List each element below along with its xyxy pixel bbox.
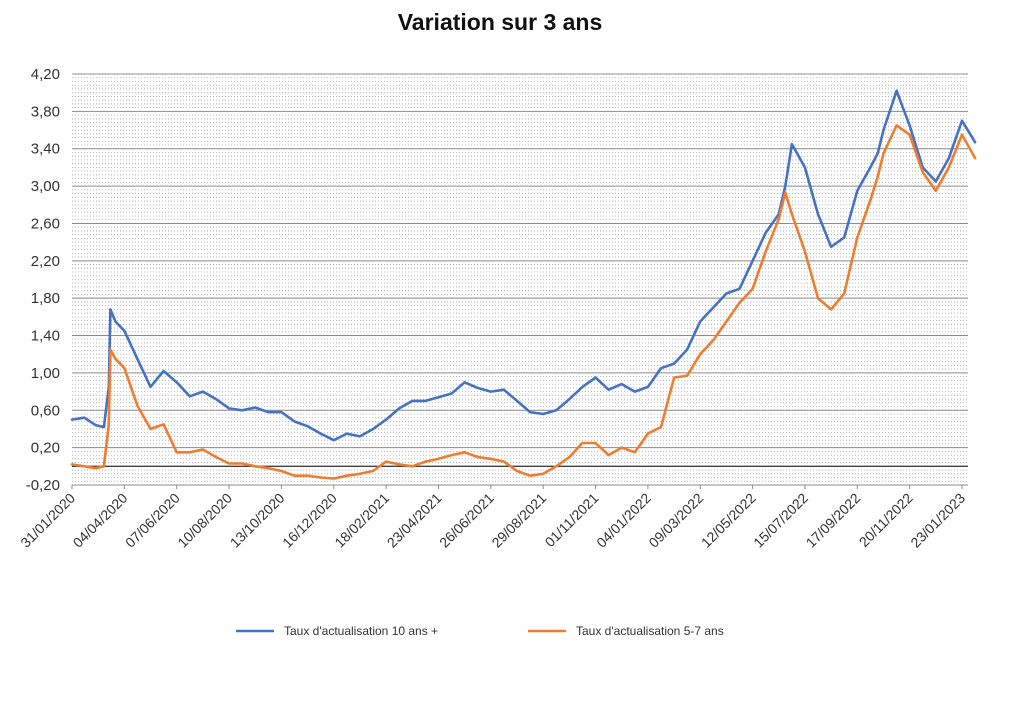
- x-tick-label: 13/10/2020: [227, 490, 288, 551]
- x-tick-label: 04/04/2020: [70, 490, 131, 551]
- series-lines: [70, 89, 977, 480]
- x-tick-label: 07/06/2020: [122, 490, 183, 551]
- y-tick-label: -0,20: [26, 477, 60, 494]
- series-line-10-ans: [70, 89, 977, 442]
- x-tick-label: 29/08/2021: [488, 490, 549, 551]
- y-tick-label: 1,40: [31, 328, 60, 345]
- x-tick-label: 23/04/2021: [384, 490, 445, 551]
- legend: Taux d'actualisation 10 ans + Taux d'actu…: [236, 624, 724, 638]
- y-tick-label: 1,00: [31, 365, 60, 382]
- minor-gridlines: [72, 73, 968, 486]
- x-tick-label: 26/06/2021: [436, 490, 497, 551]
- y-tick-label: 3,00: [31, 178, 60, 195]
- x-tick-label: 20/11/2022: [856, 490, 916, 550]
- x-tick-label: 01/11/2021: [542, 490, 602, 550]
- x-tick-label: 23/01/2023: [907, 490, 968, 551]
- series-line-5-7-ans: [70, 124, 977, 480]
- legend-label: Taux d'actualisation 5-7 ans: [576, 624, 724, 638]
- y-tick-label: 2,20: [31, 253, 60, 270]
- y-tick-label: 4,20: [31, 66, 60, 83]
- x-tick-label: 10/08/2020: [174, 490, 235, 551]
- x-tick-label: 18/02/2021: [331, 490, 392, 551]
- y-tick-label: 0,60: [31, 402, 60, 419]
- x-tick-label: 31/01/2020: [17, 490, 78, 551]
- y-tick-label: 2,60: [31, 215, 60, 232]
- x-axis-ticks: 31/01/202004/04/202007/06/202010/08/2020…: [17, 485, 968, 551]
- x-tick-label: 17/09/2022: [803, 490, 864, 551]
- x-tick-label: 15/07/2022: [750, 490, 811, 551]
- y-axis-ticks: -0,20 0,20 0,60 1,00 1,40 1,80 2,20 2,60 3,00 3,4…: [26, 66, 60, 494]
- x-tick-label: 09/03/2022: [645, 490, 706, 551]
- y-tick-label: 0,20: [31, 440, 60, 457]
- y-tick-label: 3,40: [31, 141, 60, 158]
- y-tick-label: 1,80: [31, 290, 60, 307]
- x-tick-label: 04/01/2022: [593, 490, 654, 551]
- y-tick-label: 3,80: [31, 103, 60, 120]
- legend-label: Taux d'actualisation 10 ans +: [284, 624, 438, 638]
- x-tick-label: 12/05/2022: [698, 490, 759, 551]
- x-tick-label: 16/12/2020: [279, 490, 340, 551]
- chart-title: Variation sur 3 ans: [397, 9, 603, 35]
